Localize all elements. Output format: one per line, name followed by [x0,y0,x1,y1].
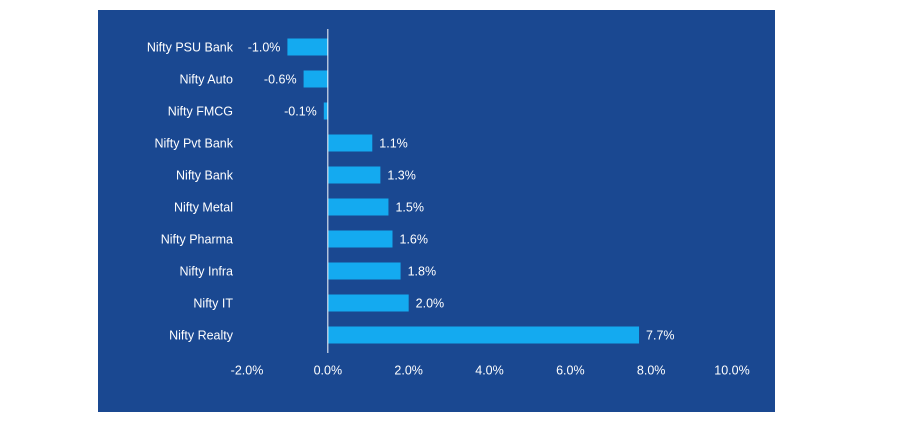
x-tick-label: 8.0% [637,364,666,378]
bar-nifty-pvt-bank [327,134,373,152]
value-label: 1.5% [395,201,424,215]
category-label: Nifty Realty [169,329,234,343]
bars-group [287,38,640,344]
bar-nifty-psu-bank [287,38,328,56]
x-tick-label: 0.0% [314,364,343,378]
bar-nifty-fmcg [323,102,328,120]
category-label: Nifty Pvt Bank [155,137,234,151]
chart-panel [98,10,775,412]
value-label: -1.0% [248,41,281,55]
category-label: Nifty Metal [174,201,233,215]
bar-nifty-realty [327,326,640,344]
category-label: Nifty Bank [176,169,234,183]
value-label: -0.1% [284,105,317,119]
bar-nifty-infra [327,262,401,280]
bar-nifty-auto [303,70,328,88]
x-tick-label: 4.0% [475,364,504,378]
value-label: 1.1% [379,137,408,151]
bar-nifty-metal [327,198,389,216]
value-label: 2.0% [416,297,445,311]
labels-group: Nifty PSU Bank -1.0% Nifty Auto -0.6% Nifty … [147,41,675,343]
value-label: 1.3% [387,169,416,183]
category-label: Nifty PSU Bank [147,41,234,55]
x-tick-label: 2.0% [394,364,423,378]
value-label: 1.6% [400,233,429,247]
bar-nifty-it [327,294,409,312]
x-tick-label: -2.0% [231,364,264,378]
value-label: 7.7% [646,329,675,343]
bar-nifty-pharma [327,230,393,248]
value-label: -0.6% [264,73,297,87]
x-ticks-group: -2.0% 0.0% 2.0% 4.0% 6.0% 8.0% 10.0% [231,364,750,378]
category-label: Nifty Auto [180,73,234,87]
x-tick-label: 10.0% [714,364,749,378]
x-tick-label: 6.0% [556,364,585,378]
category-label: Nifty Pharma [161,233,233,247]
bar-nifty-bank [327,166,381,184]
value-label: 1.8% [408,265,437,279]
category-label: Nifty FMCG [168,105,233,119]
category-label: Nifty IT [193,297,233,311]
category-label: Nifty Infra [180,265,234,279]
